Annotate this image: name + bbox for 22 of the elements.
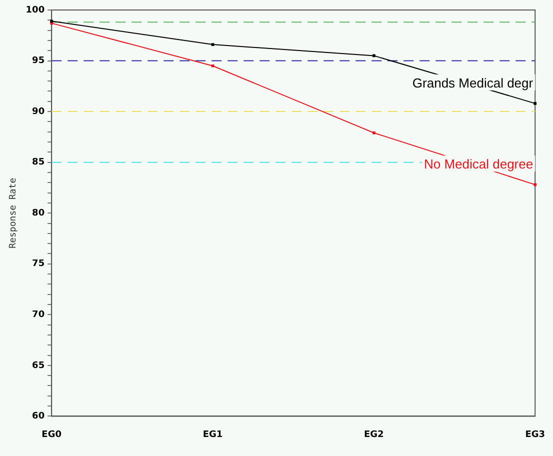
y-tick-label: 100 (26, 5, 45, 16)
y-tick-label: 60 (32, 412, 45, 422)
y-axis-title: Response Rate (8, 178, 19, 248)
x-tick-label: EG2 (364, 430, 384, 440)
y-tick-label: 95 (32, 56, 45, 66)
y-tick-label: 75 (32, 259, 45, 270)
y-tick-label: 70 (32, 310, 45, 320)
y-tick-label: 65 (32, 360, 45, 371)
series-label: No Medical degree (424, 156, 534, 172)
y-tick-label: 85 (32, 158, 45, 168)
x-tick-label: EG0 (42, 430, 62, 440)
point (534, 183, 537, 186)
point (372, 131, 376, 134)
point (534, 102, 537, 105)
y-tick-label: 80 (32, 208, 45, 218)
series-label: Grands Medical degr (412, 76, 534, 91)
point (211, 43, 214, 46)
x-tick-label: EG1 (202, 430, 223, 440)
point (211, 64, 214, 68)
x-tick-label: EG3 (525, 430, 546, 440)
y-tick-label: 90 (32, 106, 45, 117)
point (372, 54, 376, 58)
